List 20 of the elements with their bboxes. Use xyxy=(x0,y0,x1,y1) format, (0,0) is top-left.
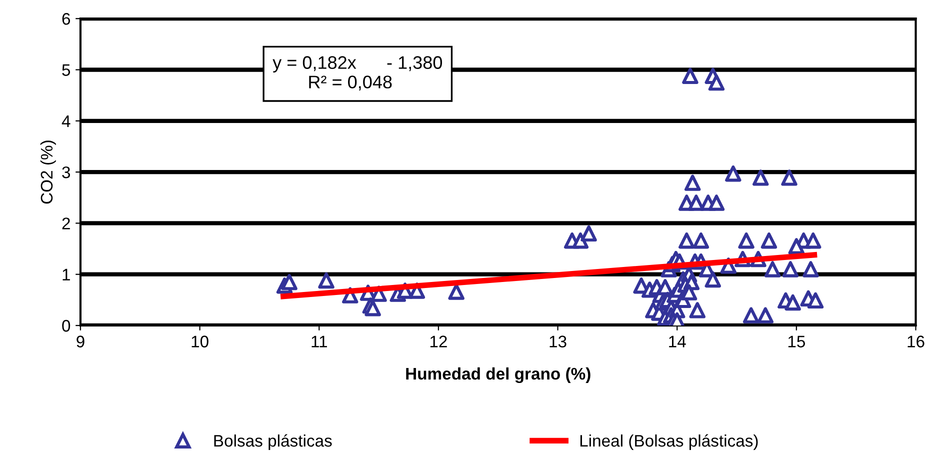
y-tick-label: 6 xyxy=(62,13,70,25)
annotation: y = 0,182x - 1,380 R² = 0,048 xyxy=(272,56,442,91)
y-tick-label: 2 xyxy=(62,218,70,230)
x-tick-label: 11 xyxy=(312,336,327,348)
x-tick-label: 15 xyxy=(788,336,805,348)
x-tick-label: 16 xyxy=(908,336,924,348)
y-axis-title: CO2 (%) xyxy=(40,140,56,204)
y-tick-label: 0 xyxy=(62,320,70,332)
x-tick-label: 14 xyxy=(669,336,686,348)
legend-label: Lineal (Bolsas plásticas) xyxy=(580,434,758,450)
y-tick-label: 3 xyxy=(62,166,70,178)
y-tick-label: 1 xyxy=(62,268,70,280)
legend-label: Bolsas plásticas xyxy=(214,434,332,450)
y-tick-label: 5 xyxy=(62,64,70,76)
x-tick-label: 10 xyxy=(192,336,208,348)
x-axis-title: Humedad del grano (%) xyxy=(406,367,590,384)
x-tick-label: 12 xyxy=(430,336,447,348)
y-tick-label: 4 xyxy=(62,115,70,127)
x-tick-label: 9 xyxy=(76,336,84,348)
x-tick-label: 13 xyxy=(550,336,566,348)
